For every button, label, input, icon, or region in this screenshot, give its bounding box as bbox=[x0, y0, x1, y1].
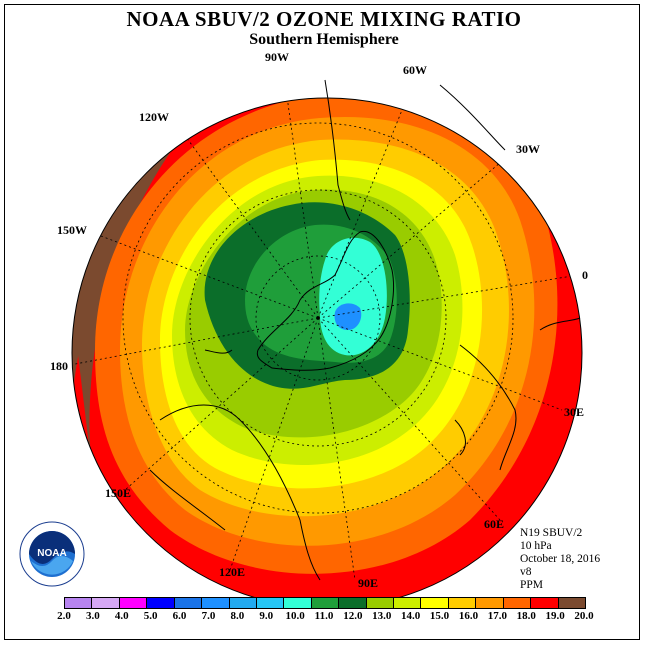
colorbar-swatch bbox=[366, 598, 395, 608]
colorbar-swatch bbox=[339, 598, 367, 608]
colorbar-tick-label: 2.0 bbox=[57, 610, 71, 622]
colorbar-swatch bbox=[202, 598, 230, 608]
info-units: PPM bbox=[520, 579, 544, 591]
south-america-east-coast bbox=[439, 84, 506, 151]
latitude-circle-inner bbox=[255, 255, 381, 381]
colorbar-tick-label: 9.0 bbox=[259, 610, 274, 622]
colorbar-swatch bbox=[174, 598, 203, 608]
noaa-logo-icon: NOAA bbox=[19, 521, 85, 587]
colorbar-tick-label: 14.0 bbox=[401, 610, 421, 622]
colorbar-tick-label: 4.0 bbox=[114, 610, 129, 622]
colorbar-swatch bbox=[92, 598, 120, 608]
colorbar-swatch bbox=[476, 598, 504, 608]
colorbar-tick-label: 13.0 bbox=[372, 610, 392, 622]
colorbar-swatch bbox=[394, 598, 422, 608]
new-zealand bbox=[204, 349, 233, 354]
colorbar-tick-label: 11.0 bbox=[314, 610, 334, 622]
colorbar-tick-label: 7.0 bbox=[201, 610, 216, 622]
colorbar-tick-label: 20.0 bbox=[574, 610, 594, 622]
meridian-120w bbox=[169, 114, 319, 319]
africa-coast bbox=[459, 344, 517, 471]
lon-label-120w: 120W bbox=[139, 110, 169, 124]
lon-label-180: 180 bbox=[50, 359, 68, 373]
meridian-30w bbox=[317, 149, 516, 319]
lon-label-150e: 150E bbox=[105, 486, 132, 500]
meridian-0 bbox=[317, 274, 579, 319]
figure-frame bbox=[4, 4, 640, 640]
contour-9-10 bbox=[319, 237, 387, 356]
lon-label-90e: 90E bbox=[358, 576, 379, 590]
lon-label-60e: 60E bbox=[484, 517, 505, 531]
ozone-field bbox=[72, 98, 582, 608]
coastlines bbox=[149, 79, 581, 581]
madagascar bbox=[454, 419, 466, 456]
graticule bbox=[72, 98, 579, 581]
colorbar-swatch bbox=[311, 598, 340, 608]
colorbar-tick-label: 10.0 bbox=[285, 610, 305, 622]
lon-label-60w: 60W bbox=[403, 63, 427, 77]
colorbar-ticks: 2.0 3.0 4.0 5.0 6.0 7.0 8.0 9.0 10.0 11.0 12.0 13.0… bbox=[0, 610, 648, 624]
colorbar-tick-label: 18.0 bbox=[516, 610, 536, 622]
australia-south-coast bbox=[149, 469, 226, 531]
colorbar-swatch bbox=[421, 598, 449, 608]
colorbar-swatch bbox=[531, 598, 559, 608]
colorbar-swatch bbox=[558, 598, 586, 608]
lon-label-30e: 30E bbox=[564, 405, 585, 419]
map-title: NOAA SBUV/2 OZONE MIXING RATIO bbox=[126, 7, 522, 31]
contour-8-9 bbox=[334, 303, 362, 330]
lon-label-150w: 150W bbox=[57, 223, 87, 237]
info-level: 10 hPa bbox=[520, 540, 552, 552]
lon-label-90w: 90W bbox=[265, 50, 289, 64]
lon-label-30w: 30W bbox=[516, 142, 540, 156]
colorbar-tick-label: 12.0 bbox=[343, 610, 363, 622]
meridian-60w bbox=[317, 98, 416, 319]
meridian-150w bbox=[84, 229, 319, 319]
meridian-30e bbox=[317, 317, 563, 411]
logo-text: NOAA bbox=[37, 548, 66, 559]
lon-label-0: 0 bbox=[582, 268, 588, 282]
latitude-circle-mid bbox=[189, 189, 447, 447]
antarctica-coast bbox=[256, 230, 394, 371]
lon-label-120e: 120E bbox=[219, 565, 246, 579]
australia-coast bbox=[159, 404, 321, 581]
colorbar-swatch bbox=[448, 598, 477, 608]
info-instrument: N19 SBUV/2 bbox=[520, 527, 583, 539]
info-version: v8 bbox=[520, 566, 532, 578]
map-subtitle: Southern Hemisphere bbox=[249, 31, 399, 48]
info-date: October 18, 2016 bbox=[520, 553, 601, 565]
colorbar-tick-label: 17.0 bbox=[487, 610, 507, 622]
colorbar-tick-label: 8.0 bbox=[230, 610, 245, 622]
colorbar-tick-label: 6.0 bbox=[172, 610, 187, 622]
colorbar bbox=[64, 597, 586, 609]
colorbar-tick-label: 19.0 bbox=[545, 610, 565, 622]
info-block: N19 SBUV/2 10 hPa October 18, 2016 v8 PP… bbox=[520, 527, 600, 592]
colorbar-swatch bbox=[284, 598, 312, 608]
colorbar-tick-label: 16.0 bbox=[458, 610, 479, 622]
latitude-circle-outer bbox=[122, 122, 514, 514]
colorbar-swatch bbox=[147, 598, 175, 608]
south-america-coast bbox=[324, 79, 351, 221]
meridian-180 bbox=[72, 317, 319, 366]
colorbar-swatch bbox=[119, 598, 148, 608]
colorbar-swatch bbox=[503, 598, 532, 608]
colorbar-swatch bbox=[229, 598, 257, 608]
africa-cape bbox=[539, 317, 581, 331]
meridian-150e bbox=[124, 317, 319, 491]
meridian-90w bbox=[282, 98, 319, 319]
colorbar-tick-label: 15.0 bbox=[429, 610, 450, 622]
meridian-90e bbox=[317, 317, 356, 581]
colorbar-swatch bbox=[65, 598, 93, 608]
meridian-60e bbox=[317, 317, 501, 521]
colorbar-tick-label: 3.0 bbox=[86, 610, 100, 622]
colorbar-swatch bbox=[256, 598, 285, 608]
colorbar-tick-label: 5.0 bbox=[143, 610, 158, 622]
